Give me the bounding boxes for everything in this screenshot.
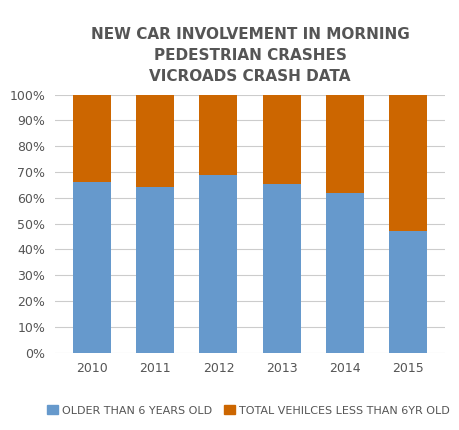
Title: NEW CAR INVOLVEMENT IN MORNING
PEDESTRIAN CRASHES
VICROADS CRASH DATA: NEW CAR INVOLVEMENT IN MORNING PEDESTRIA… (91, 27, 409, 84)
Bar (263, 95, 301, 184)
Bar (390, 95, 427, 231)
Bar (136, 187, 174, 353)
Bar (200, 175, 237, 353)
Bar (326, 95, 364, 193)
Bar (390, 231, 427, 353)
Bar (73, 182, 111, 353)
Bar (73, 95, 111, 182)
Bar (263, 184, 301, 353)
Bar (200, 95, 237, 175)
Bar (326, 193, 364, 353)
Bar (136, 95, 174, 187)
Legend: OLDER THAN 6 YEARS OLD, TOTAL VEHILCES LESS THAN 6YR OLD: OLDER THAN 6 YEARS OLD, TOTAL VEHILCES L… (42, 401, 454, 420)
